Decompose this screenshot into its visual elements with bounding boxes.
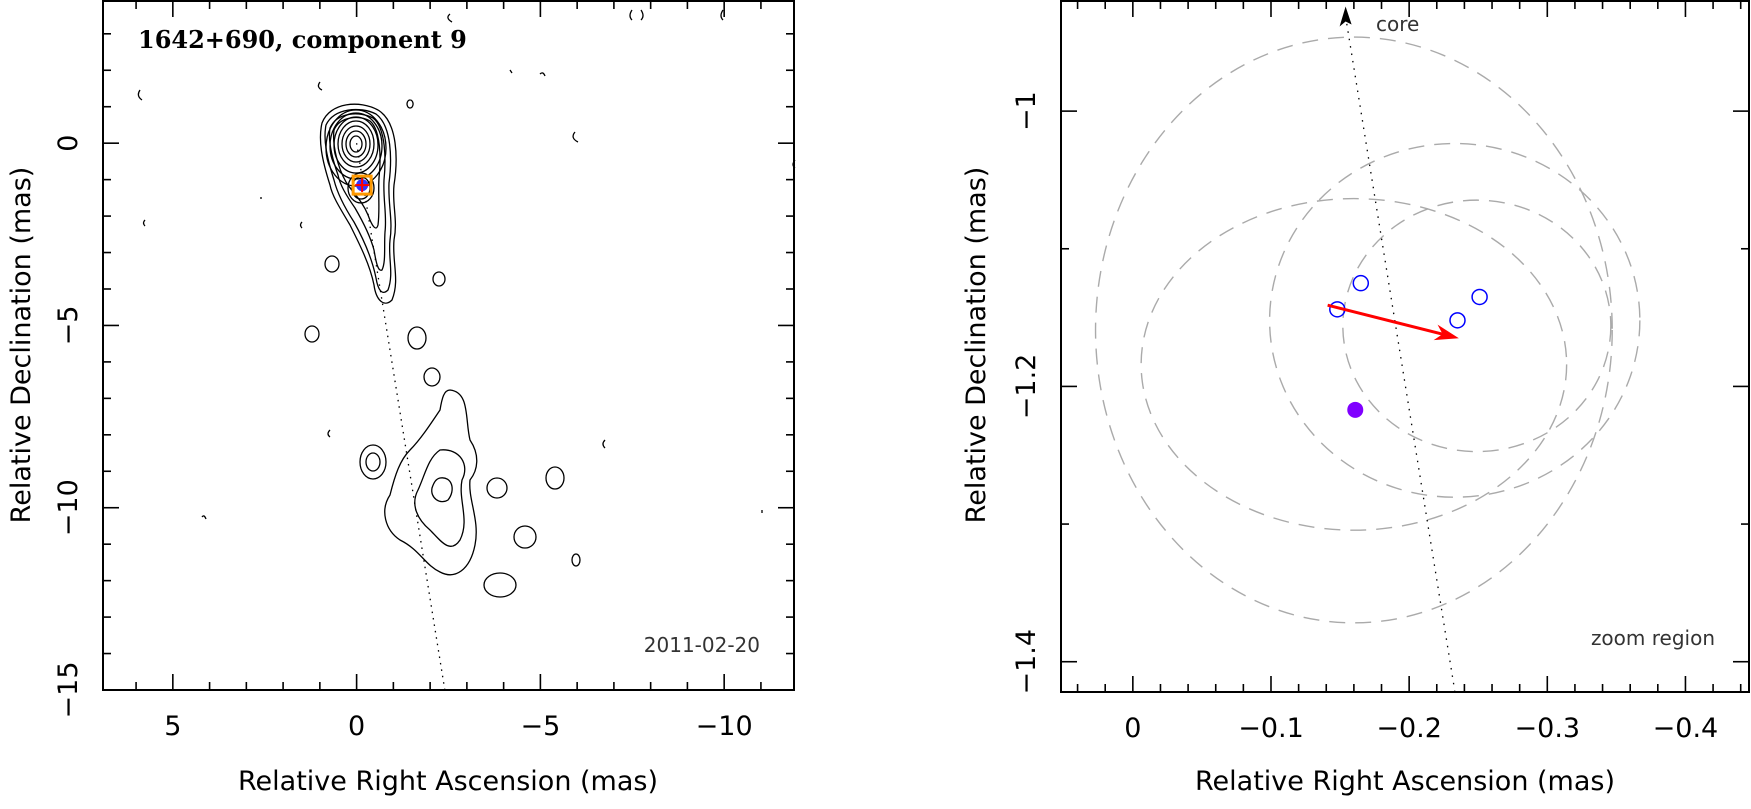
core-label: core [1376,12,1419,36]
y-tick-label: 0 [53,135,84,152]
right-y-axis-title: Relative Declination (mas) [961,167,992,524]
right-plot-frame [1060,0,1750,693]
x-tick-label: −0.2 [1376,713,1442,744]
filled-point [1347,401,1364,418]
core-direction-dotted-line [1344,16,1456,691]
contour-blob [365,452,381,472]
y-tick-label: −1.4 [1011,629,1042,695]
left-axis-ticks: 5 0 −5 −10 0 −5 −10 −15 [53,1,794,742]
x-tick-label: 0 [1124,713,1141,744]
open-point [1449,312,1466,329]
beam-ellipse [1342,199,1612,453]
contour-core-4 [337,120,375,168]
contour-blob [407,326,427,350]
contour-blob [545,466,565,490]
contour-4 [332,116,381,229]
contour-2 [324,108,392,293]
x-tick-label: −0.4 [1653,713,1719,744]
core-arrowhead-icon [1339,6,1352,27]
motion-vector [1327,303,1459,341]
zoom-region-label: zoom region [1591,626,1715,650]
y-tick-label: −1.2 [1011,354,1042,420]
open-point [1352,274,1370,292]
beam-ellipse [1140,197,1568,531]
contour-blob [483,572,517,598]
y-tick-label: −15 [53,662,84,719]
component-9-marker [351,174,373,196]
contour-blob [432,271,446,287]
x-tick-label: 5 [164,711,181,742]
contour-3 [328,113,387,271]
left-panel-contour-map: 5 0 −5 −10 0 −5 −10 −15 1642+690, component 9 2… [6,0,796,797]
contour-core-5 [341,125,371,163]
x-tick-label: −5 [520,711,560,742]
epoch-date-label: 2011-02-20 [644,633,760,657]
motion-vector-arrowhead-icon [1433,324,1459,341]
contour-blob [486,477,508,499]
beam-ellipse [1268,142,1641,498]
right-axis-ticks: 0 −0.1 −0.2 −0.3 −0.4 −1 −1.2 −1.4 [1011,1,1749,744]
component-box [351,174,373,196]
jet-ridge-dotted-line [355,143,446,691]
x-tick-label: −0.3 [1515,713,1581,744]
open-point [1471,288,1488,306]
contour-blob [324,255,340,273]
contour-core-6 [345,130,367,158]
contour-blob [359,444,387,480]
contour-core-7 [349,135,363,153]
left-plot-frame [102,0,795,691]
left-y-axis-title: Relative Declination (mas) [6,167,37,524]
contour-blob [571,553,581,567]
left-x-axis-title: Relative Right Ascension (mas) [238,766,658,797]
core-direction [1339,6,1456,691]
beam-ellipse [1094,36,1613,624]
y-tick-label: −10 [53,479,84,536]
right-panel-zoom-region: 0 −0.1 −0.2 −0.3 −0.4 −1 −1.2 −1.4 core zoom re… [961,0,1750,797]
contour-jet-outer [384,389,478,576]
x-tick-label: −0.1 [1238,713,1304,744]
x-tick-label: 0 [348,711,365,742]
contour-core-3 [333,116,379,174]
contour-jet-2 [414,449,466,547]
beam-ellipses [1094,36,1641,624]
contour-outer [319,103,397,304]
right-x-axis-title: Relative Right Ascension (mas) [1195,766,1615,797]
contour-comp-1 [347,172,375,204]
panel-title: 1642+690, component 9 [138,25,467,54]
motion-vector-line [1327,303,1452,338]
contour-blob [304,325,320,343]
component-positions [1329,274,1488,418]
contour-blob [513,525,537,549]
y-tick-label: −5 [53,306,84,346]
x-tick-label: −10 [696,711,753,742]
y-tick-label: −1 [1011,91,1042,131]
contour-jet-3 [431,477,453,503]
contour-blob [423,367,441,387]
